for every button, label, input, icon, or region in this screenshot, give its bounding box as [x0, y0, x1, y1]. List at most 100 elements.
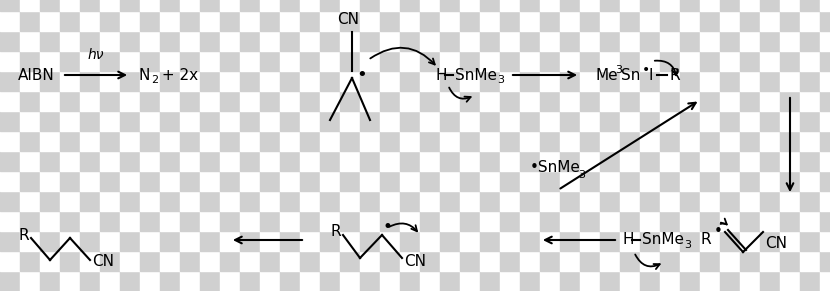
- Bar: [120, 71, 140, 91]
- Bar: [520, 151, 540, 171]
- Bar: [300, 191, 320, 211]
- Bar: [400, 191, 420, 211]
- Bar: [560, 91, 580, 111]
- Bar: [420, 31, 440, 51]
- Bar: [420, 111, 440, 131]
- Bar: [800, 91, 820, 111]
- Bar: [700, 31, 720, 51]
- Bar: [160, 271, 180, 291]
- Bar: [760, 31, 780, 51]
- Bar: [520, 231, 540, 251]
- Bar: [540, 111, 560, 131]
- Bar: [440, 251, 460, 271]
- Text: R: R: [330, 224, 340, 239]
- Bar: [380, 91, 400, 111]
- Bar: [140, 211, 160, 231]
- Bar: [460, 231, 480, 251]
- Bar: [680, 51, 700, 71]
- Bar: [260, 171, 280, 191]
- Bar: [680, 171, 700, 191]
- Bar: [580, 131, 600, 151]
- Bar: [60, 271, 80, 291]
- Bar: [240, 31, 260, 51]
- Bar: [300, 171, 320, 191]
- Bar: [560, 71, 580, 91]
- Bar: [640, 191, 660, 211]
- Bar: [540, 0, 560, 11]
- Bar: [120, 171, 140, 191]
- Bar: [160, 0, 180, 11]
- Bar: [340, 151, 360, 171]
- Bar: [320, 51, 340, 71]
- Bar: [800, 31, 820, 51]
- Bar: [760, 51, 780, 71]
- Bar: [0, 191, 20, 211]
- Bar: [800, 51, 820, 71]
- Bar: [100, 131, 120, 151]
- Bar: [380, 211, 400, 231]
- Bar: [600, 171, 620, 191]
- Bar: [640, 131, 660, 151]
- Bar: [340, 271, 360, 291]
- Bar: [500, 31, 520, 51]
- Bar: [120, 11, 140, 31]
- Bar: [240, 11, 260, 31]
- Bar: [760, 171, 780, 191]
- Bar: [260, 211, 280, 231]
- Bar: [580, 271, 600, 291]
- Bar: [700, 91, 720, 111]
- Bar: [140, 11, 160, 31]
- Bar: [620, 71, 640, 91]
- Text: CN: CN: [92, 255, 114, 269]
- Bar: [740, 191, 760, 211]
- Bar: [540, 31, 560, 51]
- Bar: [720, 51, 740, 71]
- Bar: [560, 11, 580, 31]
- Bar: [160, 231, 180, 251]
- Bar: [60, 131, 80, 151]
- Bar: [780, 0, 800, 11]
- Bar: [0, 71, 20, 91]
- Bar: [580, 111, 600, 131]
- Text: •: •: [356, 66, 367, 84]
- Bar: [320, 191, 340, 211]
- Bar: [680, 0, 700, 11]
- Bar: [320, 251, 340, 271]
- Bar: [480, 271, 500, 291]
- Bar: [440, 51, 460, 71]
- Bar: [720, 271, 740, 291]
- Bar: [700, 211, 720, 231]
- Bar: [660, 171, 680, 191]
- Bar: [440, 11, 460, 31]
- Bar: [440, 111, 460, 131]
- Bar: [700, 171, 720, 191]
- Bar: [500, 151, 520, 171]
- Bar: [820, 71, 830, 91]
- Bar: [360, 191, 380, 211]
- Bar: [460, 211, 480, 231]
- Bar: [340, 11, 360, 31]
- Bar: [420, 211, 440, 231]
- Bar: [420, 231, 440, 251]
- Bar: [200, 251, 220, 271]
- Bar: [320, 111, 340, 131]
- Text: 3: 3: [615, 65, 622, 75]
- Bar: [40, 11, 60, 31]
- Bar: [400, 0, 420, 11]
- Bar: [440, 271, 460, 291]
- Bar: [480, 151, 500, 171]
- Bar: [420, 91, 440, 111]
- Bar: [60, 171, 80, 191]
- Bar: [200, 191, 220, 211]
- Bar: [660, 11, 680, 31]
- Bar: [60, 151, 80, 171]
- Bar: [740, 0, 760, 11]
- Bar: [160, 11, 180, 31]
- Bar: [400, 31, 420, 51]
- Bar: [320, 151, 340, 171]
- Bar: [340, 231, 360, 251]
- Bar: [260, 51, 280, 71]
- Bar: [80, 0, 100, 11]
- Bar: [620, 31, 640, 51]
- Bar: [380, 271, 400, 291]
